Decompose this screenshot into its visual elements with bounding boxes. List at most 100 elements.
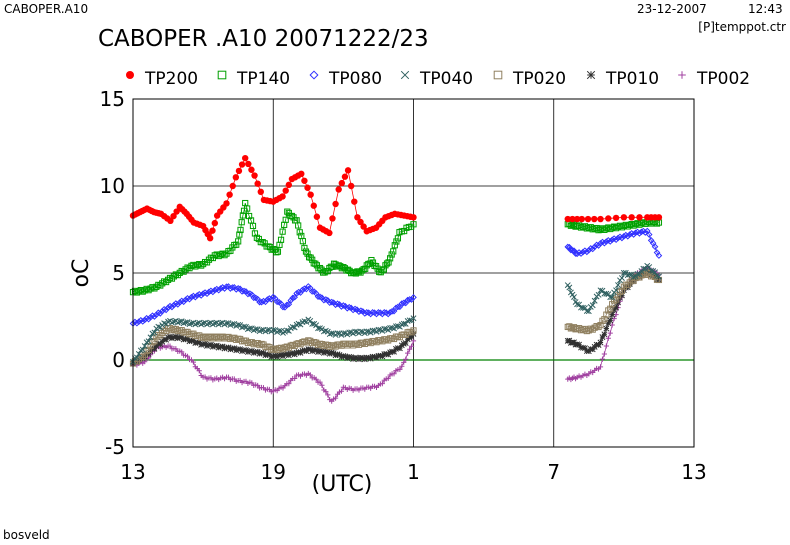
data-point	[379, 267, 386, 274]
data-point	[613, 287, 620, 294]
data-point	[209, 343, 216, 350]
data-point	[607, 294, 614, 301]
data-point	[314, 293, 322, 300]
data-point	[301, 177, 308, 184]
data-point	[169, 335, 175, 342]
data-point	[586, 70, 596, 80]
data-point	[338, 179, 346, 187]
data-point	[279, 228, 286, 235]
data-point	[655, 273, 662, 280]
data-point	[577, 224, 585, 231]
data-point	[407, 346, 413, 352]
data-point	[620, 269, 627, 276]
data-point	[634, 271, 641, 277]
data-point	[139, 318, 147, 325]
data-point	[215, 335, 222, 342]
data-point	[211, 252, 218, 259]
data-point	[375, 309, 382, 316]
filename-label: CABOPER.A10	[4, 2, 89, 16]
data-point	[229, 182, 236, 190]
data-point	[406, 317, 413, 324]
data-point	[601, 316, 608, 323]
data-point	[569, 222, 576, 229]
data-point	[400, 340, 407, 347]
data-point	[145, 346, 152, 354]
data-point	[655, 277, 662, 283]
data-point	[277, 236, 285, 243]
data-point	[165, 334, 172, 341]
data-point	[155, 323, 162, 330]
data-point	[299, 238, 306, 245]
data-point	[581, 345, 588, 352]
data-point	[374, 265, 381, 272]
data-point	[205, 256, 213, 263]
data-point	[217, 320, 224, 327]
data-point	[155, 281, 162, 288]
data-point	[246, 325, 253, 332]
data-point	[609, 301, 616, 308]
data-point	[344, 342, 351, 349]
data-point	[307, 372, 313, 378]
data-point	[252, 326, 259, 333]
data-point	[645, 231, 653, 238]
data-point	[367, 339, 374, 347]
data-point	[566, 284, 573, 291]
data-point	[393, 345, 399, 352]
data-point	[244, 339, 252, 347]
data-point	[328, 298, 335, 306]
data-point	[244, 290, 252, 298]
data-point	[250, 349, 257, 356]
data-point	[601, 351, 607, 357]
data-point	[293, 340, 300, 347]
data-point	[641, 229, 649, 236]
series-tp040	[130, 262, 662, 365]
data-point	[250, 294, 258, 302]
data-point	[248, 166, 255, 173]
data-point	[361, 340, 368, 348]
data-point	[350, 342, 357, 349]
data-point	[335, 186, 342, 193]
data-point	[599, 225, 606, 232]
data-point	[564, 243, 572, 251]
x-axis-ticks: 13 19 1 7 13	[120, 460, 706, 484]
data-point	[575, 324, 583, 332]
data-point	[180, 329, 187, 336]
data-point	[167, 217, 174, 224]
data-point	[200, 320, 207, 327]
data-point	[173, 346, 179, 352]
data-point	[262, 344, 269, 351]
data-point	[408, 333, 415, 340]
data-point	[227, 335, 234, 343]
data-point	[595, 242, 602, 249]
data-point	[326, 343, 333, 350]
data-point	[394, 303, 402, 311]
data-point	[605, 335, 611, 341]
data-point	[357, 269, 364, 276]
data-point	[585, 308, 592, 315]
y-tick-label: -5	[105, 435, 125, 459]
data-point	[226, 191, 233, 198]
data-point	[215, 286, 223, 294]
data-point	[137, 354, 144, 361]
data-point	[258, 340, 265, 348]
data-point	[301, 338, 308, 345]
data-point	[221, 252, 228, 259]
series-tp200	[129, 154, 663, 242]
data-point	[233, 347, 240, 354]
data-point	[254, 180, 261, 187]
data-point	[174, 327, 181, 335]
data-point	[253, 234, 260, 241]
data-point	[186, 338, 193, 345]
data-point	[394, 323, 401, 330]
data-point	[400, 320, 407, 327]
y-tick-label: 5	[112, 261, 125, 285]
data-point	[624, 232, 632, 240]
data-point	[245, 160, 252, 168]
data-point	[289, 341, 296, 349]
data-point	[678, 71, 686, 79]
data-point	[244, 349, 251, 355]
data-point	[309, 70, 319, 80]
data-point	[587, 325, 594, 332]
data-point	[295, 348, 302, 355]
